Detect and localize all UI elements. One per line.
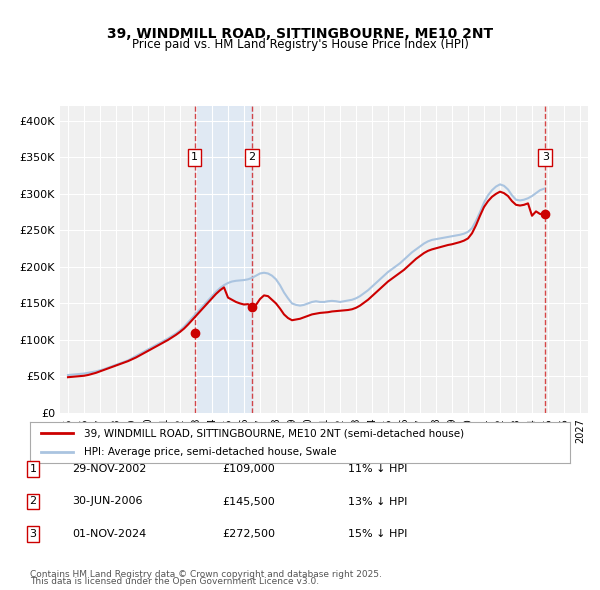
Text: £272,500: £272,500 (222, 529, 275, 539)
Text: Contains HM Land Registry data © Crown copyright and database right 2025.: Contains HM Land Registry data © Crown c… (30, 571, 382, 579)
Text: 13% ↓ HPI: 13% ↓ HPI (348, 497, 407, 506)
Text: 11% ↓ HPI: 11% ↓ HPI (348, 464, 407, 474)
Text: £109,000: £109,000 (222, 464, 275, 474)
Text: 3: 3 (542, 152, 549, 162)
Text: 01-NOV-2024: 01-NOV-2024 (72, 529, 146, 539)
Text: 1: 1 (29, 464, 37, 474)
Text: This data is licensed under the Open Government Licence v3.0.: This data is licensed under the Open Gov… (30, 578, 319, 586)
Text: 15% ↓ HPI: 15% ↓ HPI (348, 529, 407, 539)
Text: 2: 2 (248, 152, 256, 162)
Text: £145,500: £145,500 (222, 497, 275, 506)
Text: 39, WINDMILL ROAD, SITTINGBOURNE, ME10 2NT: 39, WINDMILL ROAD, SITTINGBOURNE, ME10 2… (107, 27, 493, 41)
Text: 1: 1 (191, 152, 198, 162)
Text: 29-NOV-2002: 29-NOV-2002 (72, 464, 146, 474)
Text: 39, WINDMILL ROAD, SITTINGBOURNE, ME10 2NT (semi-detached house): 39, WINDMILL ROAD, SITTINGBOURNE, ME10 2… (84, 428, 464, 438)
Text: 3: 3 (29, 529, 37, 539)
Text: 2: 2 (29, 497, 37, 506)
Bar (194, 106, 252, 413)
Text: HPI: Average price, semi-detached house, Swale: HPI: Average price, semi-detached house,… (84, 447, 337, 457)
Text: 30-JUN-2006: 30-JUN-2006 (72, 497, 143, 506)
Text: Price paid vs. HM Land Registry's House Price Index (HPI): Price paid vs. HM Land Registry's House … (131, 38, 469, 51)
